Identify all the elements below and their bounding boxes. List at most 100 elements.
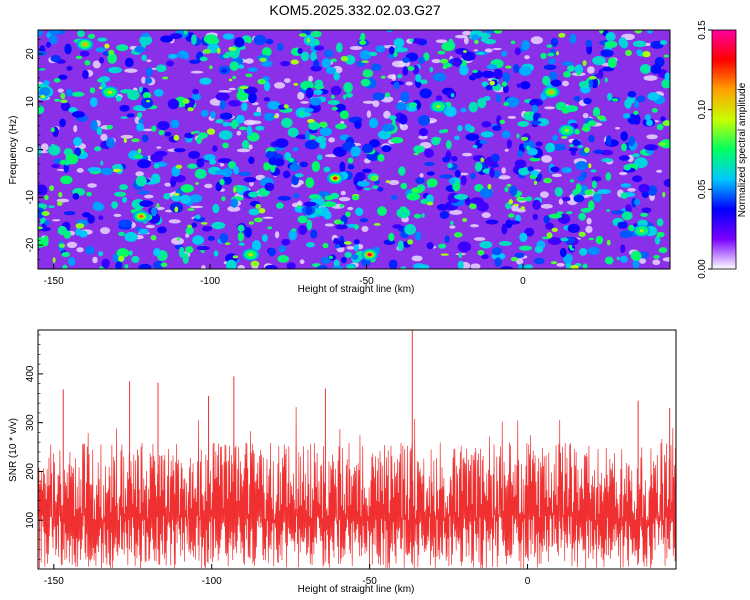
heatmap-blob xyxy=(313,59,320,68)
heatmap-core xyxy=(183,30,188,35)
heatmap-blob xyxy=(517,150,524,158)
heatmap-blob xyxy=(253,34,267,46)
heatmap-low-blob xyxy=(361,225,369,233)
heatmap-blob xyxy=(480,36,489,43)
heatmap-core xyxy=(513,203,519,207)
heatmap-blob xyxy=(263,112,275,122)
heatmap-core xyxy=(469,203,477,210)
heatmap-blob xyxy=(646,119,653,127)
heatmap-core xyxy=(115,95,122,102)
heatmap-low-blob xyxy=(435,39,448,44)
heatmap-core xyxy=(550,261,558,265)
heatmap-blob xyxy=(582,263,588,269)
heatmap-low-blob xyxy=(297,91,305,100)
heatmap-low-blob xyxy=(168,219,181,224)
heatmap-blob xyxy=(188,151,201,159)
heatmap-blob xyxy=(229,61,240,71)
heatmap-core xyxy=(51,143,56,147)
heatmap-blob xyxy=(136,122,145,132)
heatmap-blob xyxy=(87,167,102,172)
heatmap-blob xyxy=(624,98,632,109)
heatmap-core xyxy=(100,160,104,166)
heatmap-blob xyxy=(191,222,198,228)
heatmap-blob xyxy=(425,194,434,205)
heatmap-low-blob xyxy=(362,100,376,104)
heatmap-blob xyxy=(38,30,43,37)
heatmap-blob xyxy=(454,135,460,141)
heatmap-blob xyxy=(139,35,153,46)
heatmap-blob xyxy=(621,143,627,152)
heatmap-blob xyxy=(543,215,550,224)
heatmap-blob xyxy=(303,201,317,207)
heatmap-core xyxy=(604,77,608,83)
heatmap-low-blob xyxy=(656,169,663,173)
heatmap-blob xyxy=(219,233,229,244)
heatmap-blob xyxy=(607,57,617,69)
heatmap-blob xyxy=(547,237,562,245)
heatmap-core xyxy=(656,231,665,238)
heatmap-blob xyxy=(415,74,422,83)
heatmap-blob xyxy=(574,64,584,75)
heatmap-blob xyxy=(248,208,260,216)
heatmap-blob xyxy=(661,78,670,89)
heatmap-blob xyxy=(567,223,580,234)
heatmap-blob xyxy=(238,64,245,69)
heatmap-core xyxy=(225,51,233,57)
heatmap-blob xyxy=(45,41,52,48)
heatmap-core xyxy=(137,148,142,154)
heatmap-blob xyxy=(38,207,46,219)
heatmap-blob xyxy=(513,63,520,74)
heatmap-blob xyxy=(77,30,85,38)
heatmap-core xyxy=(501,81,508,87)
heatmap-blob xyxy=(492,170,501,178)
heatmap-core xyxy=(508,213,515,218)
heatmap-blob xyxy=(597,189,611,195)
heatmap-blob xyxy=(485,219,499,225)
heatmap-blob xyxy=(578,212,586,221)
heatmap-low-blob xyxy=(204,183,213,189)
heatmap-blob xyxy=(468,101,478,113)
heatmap-blob xyxy=(255,125,265,131)
heatmap-core xyxy=(328,255,333,260)
heatmap-core xyxy=(363,187,372,191)
heatmap-low-blob xyxy=(190,70,204,74)
heatmap-blob xyxy=(442,156,451,163)
heatmap-blob xyxy=(133,154,144,160)
heatmap-blob xyxy=(622,113,631,119)
heatmap-core xyxy=(458,252,462,259)
heatmap-core xyxy=(642,51,651,58)
spectrogram-heatmap xyxy=(38,30,670,269)
heatmap-core xyxy=(582,60,587,67)
heatmap-blob xyxy=(476,201,489,212)
heatmap-blob xyxy=(444,106,457,117)
heatmap-core xyxy=(546,232,553,239)
heatmap-core xyxy=(191,131,195,135)
heatmap-blob xyxy=(618,155,630,161)
heatmap-blob xyxy=(501,50,508,57)
heatmap-core xyxy=(508,199,514,205)
heatmap-blob xyxy=(548,213,563,219)
heatmap-blob xyxy=(628,136,636,147)
heatmap-blob xyxy=(419,264,430,269)
heatmap-core xyxy=(632,153,640,158)
heatmap-blob xyxy=(369,51,378,57)
heatmap-low-blob xyxy=(627,187,636,192)
heatmap-core xyxy=(108,49,115,56)
heatmap-blob xyxy=(514,214,522,223)
heatmap-core xyxy=(474,39,479,44)
heatmap-low-blob xyxy=(383,110,391,119)
heatmap-blob xyxy=(414,231,422,241)
heatmap-blob xyxy=(150,153,163,163)
heatmap-blob xyxy=(53,78,61,83)
heatmap-core xyxy=(215,119,224,124)
heatmap-blob xyxy=(100,167,113,176)
heatmap-blob xyxy=(554,186,563,197)
heatmap-blob xyxy=(298,224,308,235)
heatmap-blob xyxy=(663,178,670,188)
heatmap-core xyxy=(477,249,485,256)
heatmap-low-blob xyxy=(449,209,463,215)
heatmap-low-blob xyxy=(455,34,468,39)
heatmap-blob xyxy=(436,203,449,211)
heatmap-blob xyxy=(277,195,291,201)
